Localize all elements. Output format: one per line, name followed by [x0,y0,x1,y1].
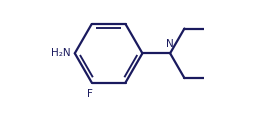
Text: F: F [87,89,93,99]
Text: H₂N: H₂N [51,48,71,58]
Text: N: N [166,39,174,49]
